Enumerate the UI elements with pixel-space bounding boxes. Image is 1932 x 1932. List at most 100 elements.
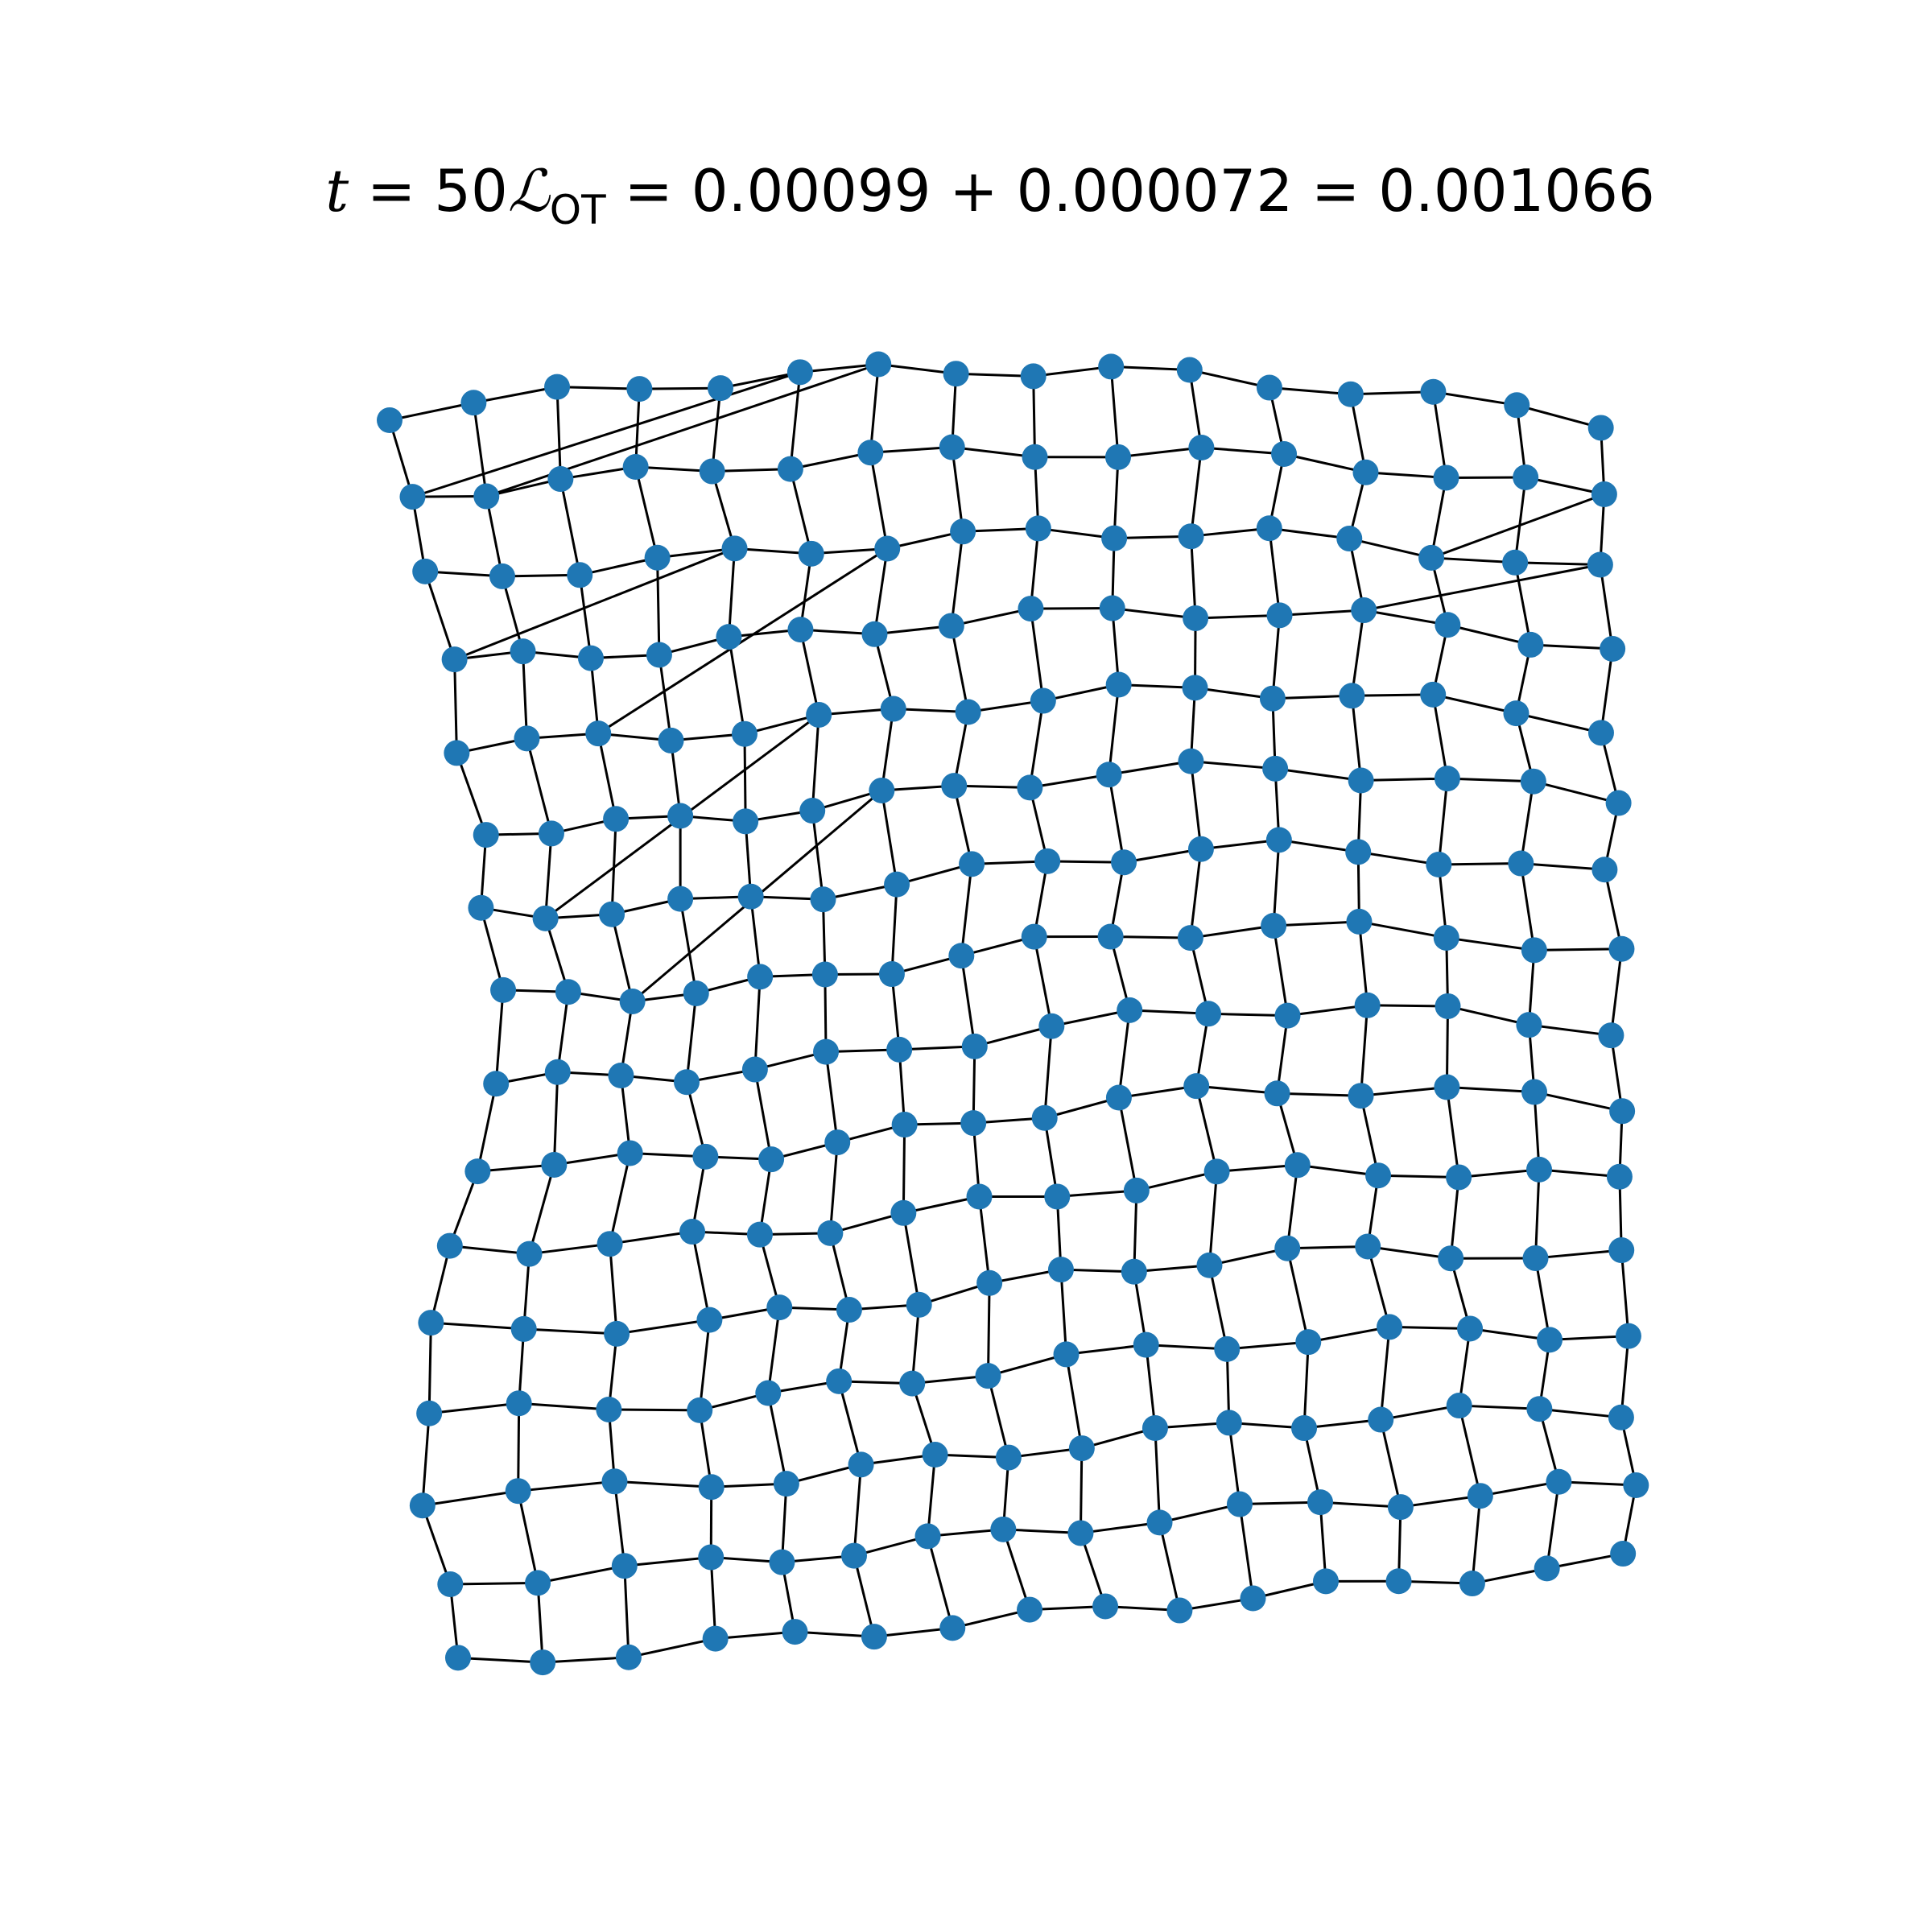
graph-edge xyxy=(1546,1481,1560,1569)
graph-edge xyxy=(1136,1170,1217,1192)
graph-edge xyxy=(517,1403,521,1492)
graph-node xyxy=(959,851,985,877)
graph-node xyxy=(906,1291,932,1318)
graph-edge xyxy=(634,466,659,559)
graph-edge xyxy=(556,386,640,390)
graph-edge xyxy=(544,833,553,919)
graph-node xyxy=(577,645,604,671)
graph-edge xyxy=(429,1245,452,1323)
graph-node xyxy=(473,483,500,510)
graph-node xyxy=(1365,1162,1392,1189)
graph-node xyxy=(787,617,814,643)
graph-edge xyxy=(852,1555,876,1637)
graph-edge xyxy=(1269,526,1350,540)
graph-node xyxy=(1609,1098,1636,1125)
graph-edge xyxy=(543,1656,630,1664)
graph-edge xyxy=(978,1196,991,1283)
graph-edge xyxy=(987,1375,1010,1458)
graph-edge xyxy=(479,907,505,991)
graph-node xyxy=(1435,993,1461,1019)
graph-node xyxy=(747,964,774,990)
graph-node xyxy=(473,822,499,848)
graph-edge xyxy=(517,1490,539,1583)
graph-node xyxy=(1517,631,1544,658)
graph-node xyxy=(1044,1183,1071,1210)
graph-edge-crossing xyxy=(1363,564,1601,612)
graph-node xyxy=(1520,768,1546,795)
graph-edge xyxy=(712,468,791,473)
graph-edge xyxy=(501,576,524,652)
graph-node xyxy=(1600,636,1626,663)
graph-node xyxy=(1354,992,1381,1018)
graph-node xyxy=(841,1542,868,1569)
graph-node xyxy=(1615,1323,1641,1349)
graph-edge xyxy=(1276,1015,1289,1094)
graph-edge xyxy=(1189,937,1210,1014)
graph-edge xyxy=(1286,1248,1310,1343)
graph-node xyxy=(441,646,468,673)
graph-node xyxy=(1587,720,1614,746)
graph-node xyxy=(1610,1541,1637,1567)
graph-edge xyxy=(1271,615,1282,699)
graph-node xyxy=(1104,444,1131,470)
graph-edge xyxy=(1146,1344,1228,1351)
graph-node xyxy=(622,454,649,481)
graph-edge xyxy=(1283,452,1366,474)
graph-edge xyxy=(1348,537,1432,559)
graph-node xyxy=(1020,363,1046,390)
graph-node xyxy=(1111,849,1137,876)
graph-node xyxy=(1259,685,1286,712)
graph-node xyxy=(943,361,969,387)
graph-edge xyxy=(422,1489,518,1507)
graph-edge xyxy=(1030,773,1109,789)
graph-node xyxy=(721,535,748,562)
graph-node xyxy=(1387,1494,1414,1521)
graph-edge xyxy=(1297,1163,1379,1177)
graph-node xyxy=(555,979,581,1005)
graph-edge xyxy=(431,1321,524,1331)
graph-node xyxy=(874,535,901,562)
graph-edge xyxy=(903,1195,980,1215)
graph-edge xyxy=(988,1352,1067,1377)
graph-edge xyxy=(1274,920,1360,927)
graph-edge xyxy=(528,1164,555,1255)
graph-edge xyxy=(1319,1502,1327,1582)
graph-edge xyxy=(536,1583,544,1663)
graph-edge xyxy=(1400,1494,1481,1509)
graph-node xyxy=(596,1396,622,1422)
graph-node xyxy=(1516,1012,1542,1038)
graph-edge xyxy=(1274,767,1361,782)
graph-edge xyxy=(1033,936,1053,1027)
graph-node xyxy=(1291,1415,1318,1442)
graph-edge xyxy=(709,1557,717,1639)
graph-edge xyxy=(450,1581,539,1586)
graph-node xyxy=(644,544,671,571)
graph-edge xyxy=(597,733,617,819)
graph-edge xyxy=(1272,694,1352,700)
graph-node xyxy=(782,1619,808,1645)
graph-edge xyxy=(1357,921,1369,1005)
graph-edge xyxy=(727,636,746,734)
graph-edge xyxy=(1195,1085,1219,1172)
graph-edge xyxy=(529,1242,610,1256)
graph-node xyxy=(716,624,742,650)
graph-edge xyxy=(828,1141,839,1233)
graph-edge xyxy=(795,1630,875,1638)
graph-edge xyxy=(1238,1504,1254,1599)
graph-edge xyxy=(1603,869,1623,950)
graph-edge xyxy=(1080,1521,1160,1534)
graph-edge xyxy=(720,370,801,390)
graph-edge xyxy=(1513,562,1532,646)
graph-edge xyxy=(1350,609,1365,696)
graph-node xyxy=(1418,544,1445,571)
graph-edge xyxy=(679,898,698,994)
graph-node xyxy=(1345,839,1372,865)
graph-edge xyxy=(1363,609,1448,626)
graph-edge xyxy=(1534,1257,1551,1340)
graph-edge xyxy=(952,446,1035,459)
graph-node xyxy=(1017,774,1043,801)
graph-edge xyxy=(896,862,972,886)
graph-node xyxy=(1348,767,1374,794)
graph-edge xyxy=(1538,1168,1620,1179)
graph-edge xyxy=(811,810,824,900)
